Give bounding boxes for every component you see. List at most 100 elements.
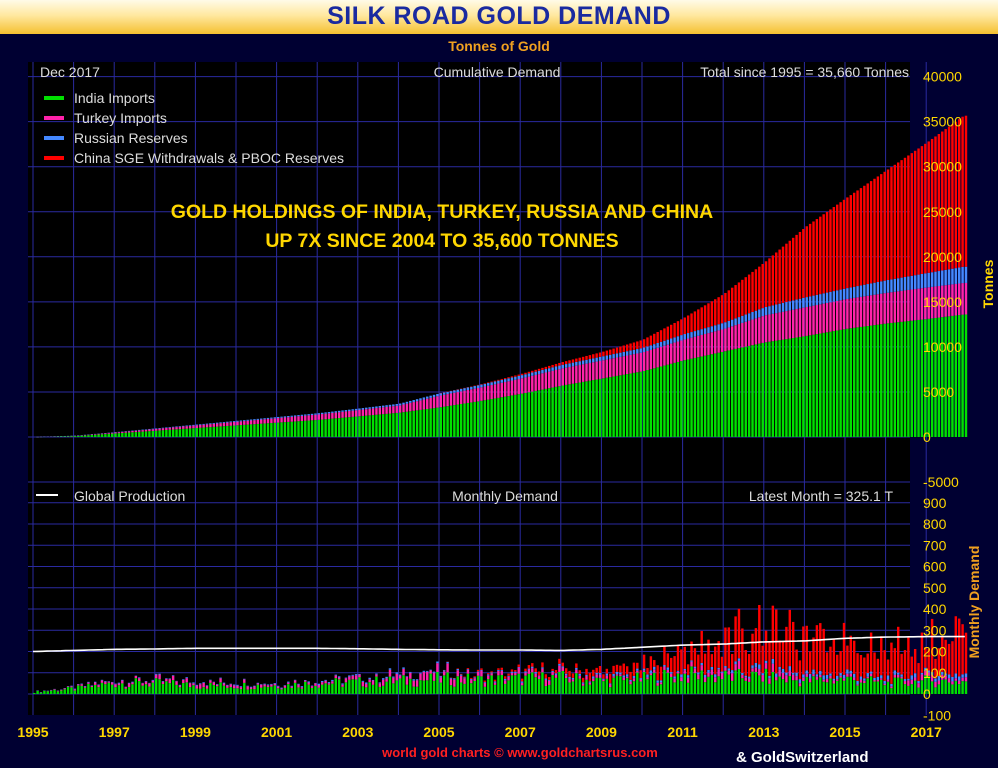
bar-segment — [768, 258, 771, 307]
bar-segment — [154, 430, 158, 437]
bar-segment — [182, 428, 185, 437]
bar-segment — [480, 669, 483, 671]
bar-segment — [178, 687, 182, 694]
bar-segment — [466, 668, 470, 670]
bar-segment — [148, 429, 151, 432]
bar-segment — [890, 292, 893, 323]
bar-segment — [500, 379, 504, 383]
bar-segment — [812, 295, 815, 306]
bar-segment — [90, 434, 94, 437]
bar-segment — [273, 683, 276, 686]
bar-segment — [686, 677, 690, 683]
bar-segment — [171, 675, 175, 676]
bar-segment — [808, 682, 812, 694]
bar-segment — [97, 684, 100, 686]
bar-segment — [937, 271, 941, 287]
bar-segment — [930, 672, 934, 675]
bar-segment — [636, 662, 639, 669]
bar-segment — [609, 377, 612, 437]
bar-segment — [385, 406, 388, 414]
bar-segment — [846, 288, 849, 299]
bar-segment — [913, 673, 917, 678]
bar-segment — [961, 116, 964, 267]
bar-segment — [751, 633, 754, 666]
bar-segment — [436, 663, 439, 672]
bar-segment — [300, 420, 304, 437]
bar-segment — [578, 670, 581, 674]
bar-segment — [842, 680, 846, 694]
bar-segment — [114, 687, 117, 694]
bar-segment — [707, 676, 710, 694]
footer-partner: & GoldSwitzerland — [736, 749, 869, 766]
bar-segment — [310, 685, 314, 687]
bar-segment — [483, 680, 487, 683]
bar-segment — [497, 668, 500, 670]
bar-segment — [592, 681, 595, 694]
bar-segment — [924, 675, 927, 694]
bar-segment — [690, 660, 693, 662]
bar-segment — [632, 342, 636, 350]
bar-segment — [243, 679, 246, 683]
bar-segment — [46, 691, 49, 694]
bar-segment — [165, 427, 168, 428]
bar-segment — [805, 335, 808, 437]
bar-segment — [842, 299, 846, 330]
bar-segment — [138, 681, 141, 694]
bar-segment — [602, 351, 605, 357]
bar-segment — [829, 646, 832, 674]
bar-segment — [144, 429, 148, 432]
bar-segment — [680, 677, 683, 682]
bar-segment — [544, 369, 548, 373]
bar-segment — [97, 434, 100, 437]
bar-segment — [182, 426, 185, 429]
bar-segment — [381, 678, 385, 680]
bar-segment — [836, 654, 839, 676]
bar-segment — [104, 433, 107, 435]
bar-segment — [497, 379, 500, 381]
bar-segment — [63, 688, 66, 690]
bar-segment — [866, 284, 869, 296]
bar-segment — [568, 678, 571, 683]
bar-segment — [676, 645, 680, 671]
bar-segment — [497, 670, 500, 676]
bar-segment — [243, 420, 246, 422]
bar-segment — [632, 349, 636, 355]
bar-segment — [849, 670, 853, 674]
bar-segment — [717, 669, 720, 677]
bar-segment — [60, 690, 63, 694]
bar-segment — [775, 304, 778, 314]
bar-segment — [175, 426, 178, 428]
bar-segment — [863, 680, 866, 684]
bar-segment — [381, 407, 385, 415]
bar-segment — [246, 419, 249, 421]
bar-segment — [548, 680, 551, 685]
bar-segment — [442, 670, 446, 672]
bar-segment — [619, 676, 622, 694]
bar-segment — [771, 605, 775, 659]
bar-segment — [873, 652, 876, 678]
bar-segment — [859, 285, 863, 297]
bar-segment — [209, 679, 212, 681]
bar-segment — [649, 335, 653, 346]
bar-segment — [924, 667, 927, 671]
bar-segment — [398, 678, 402, 694]
bar-segment — [656, 665, 659, 681]
bar-segment — [392, 406, 395, 414]
bar-segment — [629, 354, 632, 374]
bar-segment — [642, 352, 646, 371]
bar-segment — [195, 688, 199, 694]
bar-segment — [581, 685, 585, 694]
bar-segment — [812, 305, 815, 335]
bar-segment — [920, 674, 924, 681]
bar-segment — [165, 678, 168, 679]
bar-segment — [825, 302, 829, 333]
bar-segment — [361, 686, 365, 694]
bar-segment — [337, 677, 341, 680]
bar-segment — [73, 688, 77, 690]
bar-segment — [232, 685, 236, 689]
bar-segment — [239, 421, 243, 426]
bar-segment — [138, 430, 141, 432]
bar-segment — [910, 679, 913, 685]
bar-segment — [632, 675, 636, 679]
